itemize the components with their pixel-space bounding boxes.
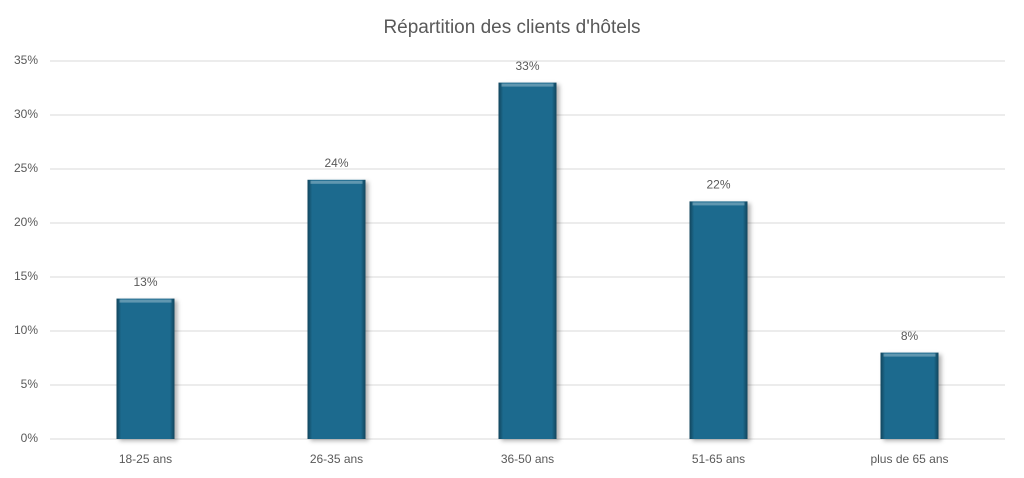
bar-shade: [116, 298, 175, 439]
bar-highlight: [883, 353, 936, 357]
data-label: 13%: [133, 275, 157, 289]
data-label: 22%: [706, 178, 730, 192]
data-label: 8%: [901, 329, 919, 343]
x-tick-label: 26-35 ans: [310, 452, 363, 466]
bar-shade: [498, 82, 557, 439]
y-tick-label: 25%: [14, 161, 38, 175]
y-tick-label: 0%: [21, 431, 39, 445]
y-tick-label: 5%: [21, 377, 39, 391]
y-tick-label: 15%: [14, 269, 38, 283]
y-tick-label: 30%: [14, 107, 38, 121]
x-tick-label: 36-50 ans: [501, 452, 554, 466]
bar-highlight: [692, 202, 745, 206]
y-tick-label: 10%: [14, 323, 38, 337]
bar-shade: [689, 201, 748, 439]
y-tick-label: 20%: [14, 215, 38, 229]
x-tick-label: 51-65 ans: [692, 452, 745, 466]
chart-title: Répartition des clients d'hôtels: [383, 17, 640, 38]
x-tick-label: 18-25 ans: [119, 452, 172, 466]
bar-highlight: [501, 83, 554, 87]
x-tick-label: plus de 65 ans: [870, 452, 948, 466]
bar-shade: [880, 352, 939, 439]
data-label: 33%: [515, 59, 539, 73]
y-tick-label: 35%: [14, 53, 38, 67]
bar-highlight: [310, 180, 363, 184]
data-label: 24%: [324, 156, 348, 170]
bar-shade: [307, 179, 366, 440]
bar-highlight: [119, 299, 172, 303]
